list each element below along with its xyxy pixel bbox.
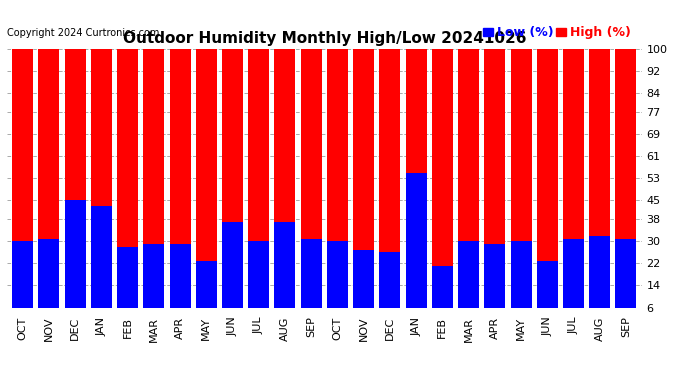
Bar	[12, 242, 33, 324]
Bar	[563, 238, 584, 324]
Bar	[327, 49, 348, 324]
Bar	[380, 49, 400, 324]
Bar	[39, 49, 59, 324]
Bar	[406, 49, 426, 324]
Bar	[222, 49, 243, 324]
Bar	[65, 200, 86, 324]
Bar	[458, 49, 479, 324]
Bar	[144, 244, 164, 324]
Bar	[563, 49, 584, 324]
Bar	[65, 49, 86, 324]
Bar	[511, 242, 531, 324]
Bar	[380, 252, 400, 324]
Bar	[196, 261, 217, 324]
Title: Outdoor Humidity Monthly High/Low 20241026: Outdoor Humidity Monthly High/Low 202410…	[123, 31, 526, 46]
Bar	[537, 261, 558, 324]
Bar	[353, 49, 374, 324]
Bar	[589, 236, 610, 324]
Bar	[432, 49, 453, 324]
Bar	[615, 49, 636, 324]
Bar	[484, 49, 505, 324]
Bar	[458, 242, 479, 324]
Bar	[196, 49, 217, 324]
Bar	[170, 244, 190, 324]
Bar	[484, 244, 505, 324]
Legend: Low (%), High (%): Low (%), High (%)	[478, 21, 635, 44]
Bar	[353, 250, 374, 324]
Bar	[117, 247, 138, 324]
Bar	[275, 49, 295, 324]
Bar	[170, 49, 190, 324]
Bar	[275, 222, 295, 324]
Bar	[248, 242, 269, 324]
Bar	[91, 49, 112, 324]
Bar	[301, 238, 322, 324]
Bar	[12, 49, 33, 324]
Bar	[511, 49, 531, 324]
Bar	[615, 238, 636, 324]
Bar	[248, 49, 269, 324]
Bar	[91, 206, 112, 324]
Bar	[117, 49, 138, 324]
Bar	[222, 222, 243, 324]
Bar	[327, 242, 348, 324]
Bar	[144, 49, 164, 324]
Bar	[39, 238, 59, 324]
Bar	[406, 172, 426, 324]
Text: Copyright 2024 Curtronics.com: Copyright 2024 Curtronics.com	[7, 28, 159, 38]
Bar	[432, 266, 453, 324]
Bar	[589, 49, 610, 324]
Bar	[537, 49, 558, 324]
Bar	[301, 49, 322, 324]
